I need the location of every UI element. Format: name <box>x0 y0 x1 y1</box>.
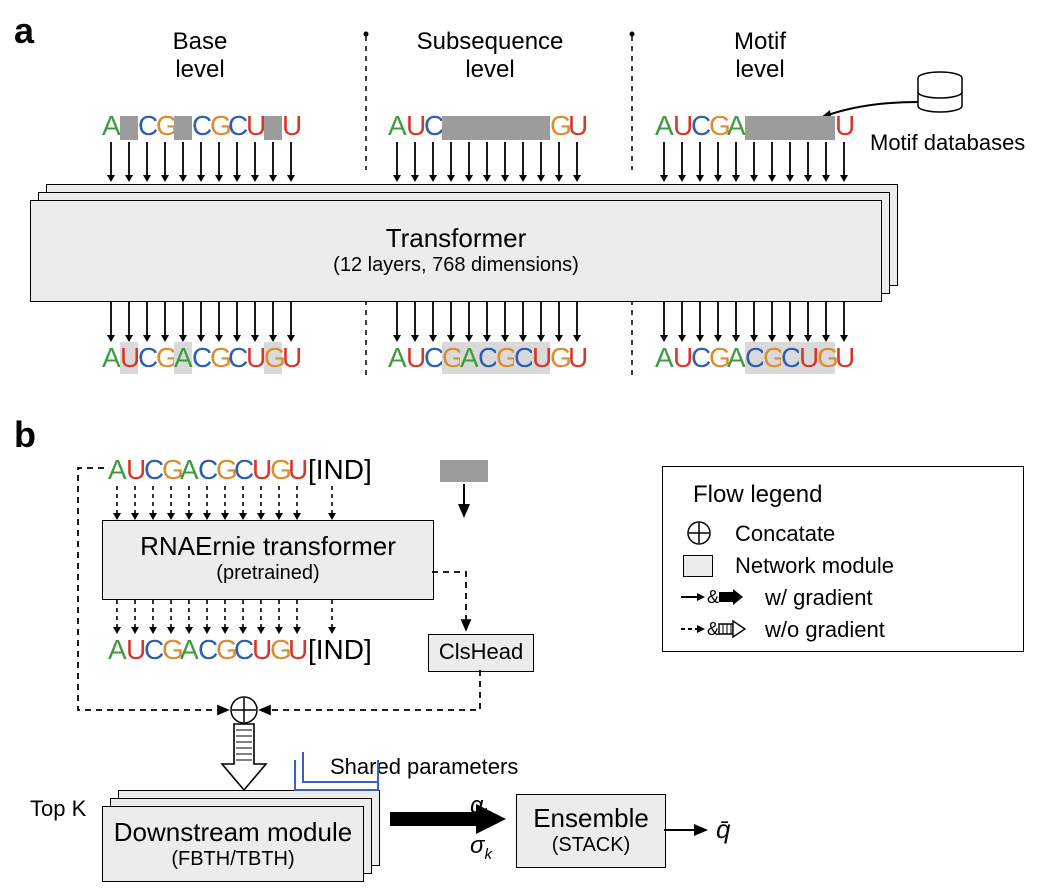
dashed-clshead-flow <box>260 670 480 710</box>
svg-text:&: & <box>707 587 719 607</box>
svg-text:&: & <box>707 619 719 639</box>
legend-title: Flow legend <box>693 481 1023 509</box>
big-hollow-arrow <box>222 724 266 790</box>
to-clshead-arrow <box>432 572 466 630</box>
legend-box: Flow legend Concatate Network module & w… <box>662 466 1024 652</box>
arrows-out-rnaernie <box>113 600 336 634</box>
thick-solid-arrow <box>390 804 506 834</box>
arrows-into-rnaernie <box>113 486 336 520</box>
